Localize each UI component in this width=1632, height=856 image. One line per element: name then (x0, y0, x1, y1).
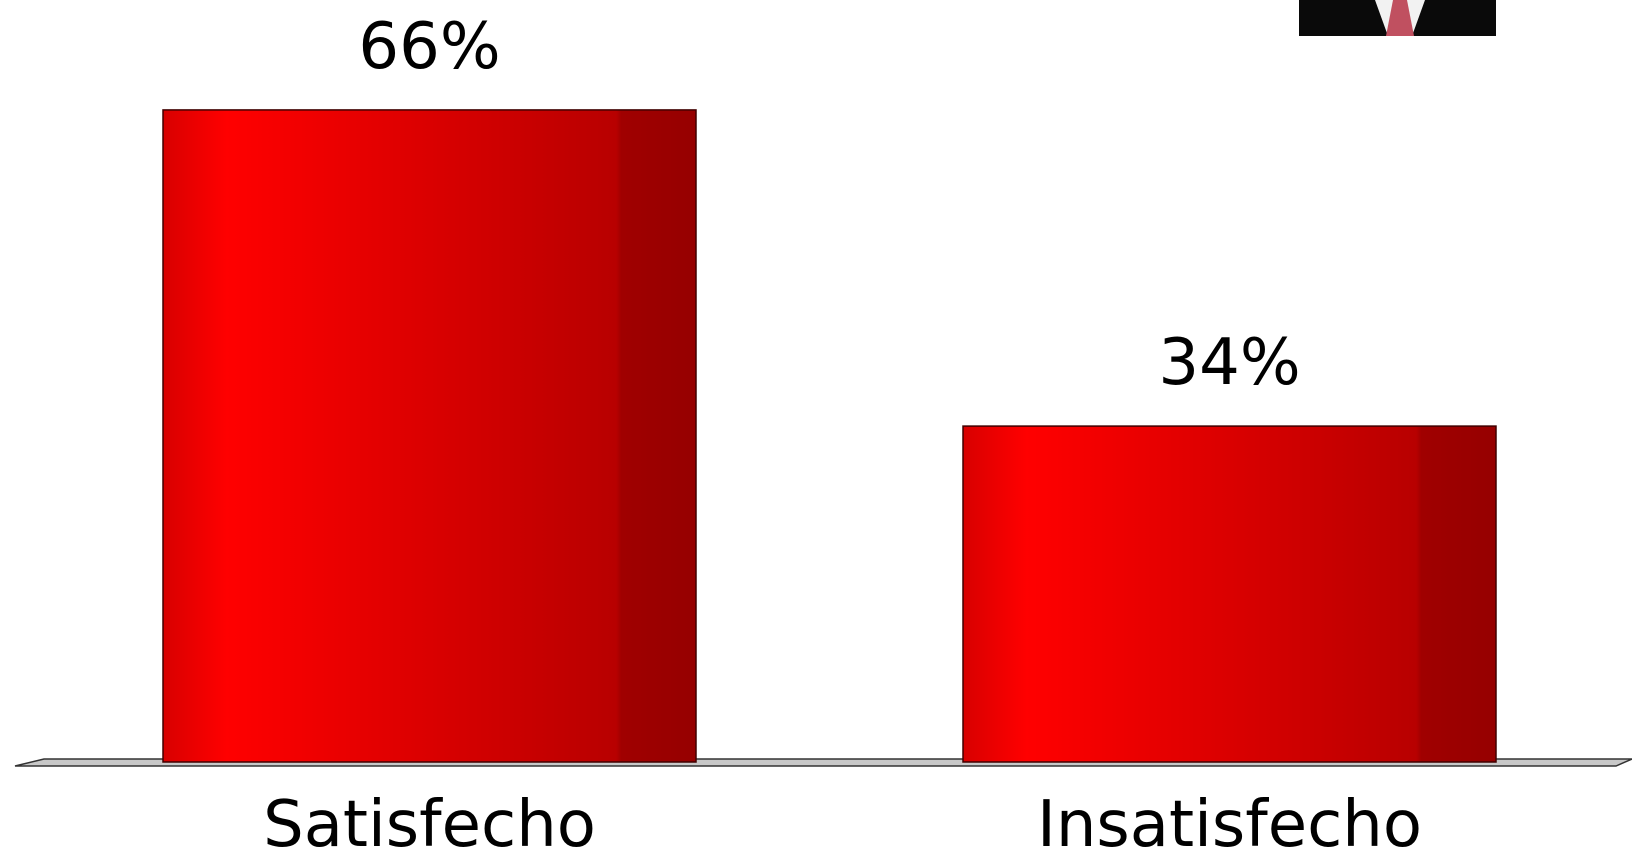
x-tick-label: Satisfecho (263, 788, 596, 856)
bar (962, 425, 1497, 763)
value-label: 66% (358, 10, 500, 84)
value-label: 34% (1158, 326, 1300, 400)
x-tick-label: Insatisfecho (1037, 788, 1422, 856)
photo (1299, 0, 1496, 36)
bar (162, 109, 697, 763)
